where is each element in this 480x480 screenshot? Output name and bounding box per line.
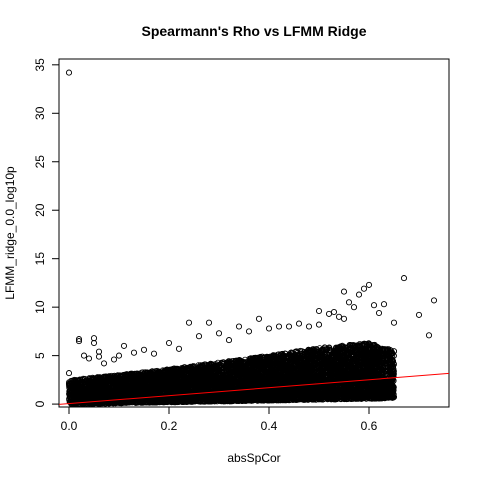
point-cloud: [66, 340, 397, 407]
chart-title: Spearmann's Rho vs LFMM Ridge: [141, 23, 366, 39]
